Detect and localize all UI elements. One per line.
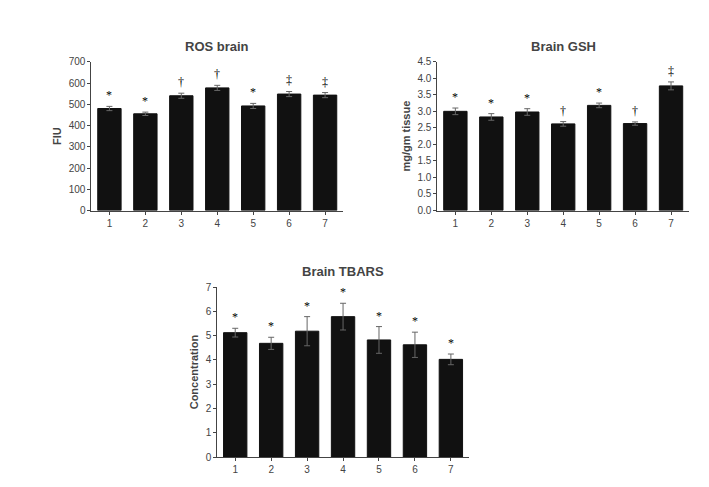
svg-text:200: 200	[69, 163, 86, 174]
svg-text:*: *	[106, 88, 112, 102]
svg-text:500: 500	[69, 99, 86, 110]
svg-text:*: *	[452, 90, 458, 104]
svg-text:*: *	[268, 319, 274, 333]
svg-text:2.5: 2.5	[417, 122, 431, 133]
svg-text:4.5: 4.5	[417, 56, 431, 67]
svg-text:*: *	[412, 314, 418, 328]
svg-text:6: 6	[286, 218, 292, 229]
svg-text:Brain GSH: Brain GSH	[531, 39, 596, 54]
svg-text:700: 700	[69, 56, 86, 67]
svg-text:5: 5	[250, 218, 256, 229]
svg-text:3.0: 3.0	[417, 106, 431, 117]
svg-text:†: †	[214, 67, 220, 81]
svg-text:6: 6	[206, 306, 212, 317]
svg-text:2: 2	[143, 218, 149, 229]
svg-text:0.5: 0.5	[417, 188, 431, 199]
svg-text:2: 2	[206, 403, 212, 414]
svg-text:1.5: 1.5	[417, 155, 431, 166]
svg-text:Concentration: Concentration	[188, 334, 200, 409]
svg-text:†: †	[632, 104, 638, 118]
svg-text:4: 4	[214, 218, 220, 229]
svg-text:400: 400	[69, 120, 86, 131]
svg-text:7: 7	[206, 282, 212, 293]
svg-text:ROS brain: ROS brain	[185, 39, 249, 54]
svg-text:†: †	[560, 104, 566, 118]
svg-text:4: 4	[340, 464, 346, 475]
svg-text:1: 1	[232, 464, 238, 475]
svg-text:Brain TBARS: Brain TBARS	[302, 264, 384, 279]
svg-text:4: 4	[206, 354, 212, 365]
svg-text:1: 1	[206, 427, 212, 438]
svg-text:3: 3	[304, 464, 310, 475]
svg-text:2: 2	[268, 464, 274, 475]
svg-text:2: 2	[489, 218, 495, 229]
svg-text:‡: ‡	[286, 73, 292, 87]
svg-text:1: 1	[453, 218, 459, 229]
svg-text:*: *	[488, 96, 494, 110]
svg-text:600: 600	[69, 78, 86, 89]
svg-text:‡: ‡	[322, 75, 328, 89]
svg-text:5: 5	[596, 218, 602, 229]
svg-text:*: *	[340, 285, 346, 299]
svg-text:0: 0	[206, 452, 212, 463]
svg-text:0.0: 0.0	[417, 205, 431, 216]
svg-text:7: 7	[448, 464, 454, 475]
svg-text:1.0: 1.0	[417, 172, 431, 183]
svg-text:4: 4	[560, 218, 566, 229]
svg-text:*: *	[232, 310, 238, 324]
svg-text:*: *	[596, 85, 602, 99]
svg-text:3: 3	[179, 218, 185, 229]
svg-text:300: 300	[69, 141, 86, 152]
svg-text:*: *	[376, 309, 382, 323]
svg-text:7: 7	[322, 218, 328, 229]
svg-text:*: *	[524, 91, 530, 105]
svg-text:2.0: 2.0	[417, 139, 431, 150]
svg-text:6: 6	[412, 464, 418, 475]
svg-text:†: †	[178, 75, 184, 89]
svg-text:6: 6	[632, 218, 638, 229]
svg-text:*: *	[250, 85, 256, 99]
svg-text:5: 5	[376, 464, 382, 475]
svg-text:4.0: 4.0	[417, 73, 431, 84]
svg-text:*: *	[448, 336, 454, 350]
svg-text:0: 0	[80, 205, 86, 216]
svg-text:‡: ‡	[668, 64, 674, 78]
svg-text:3.5: 3.5	[417, 89, 431, 100]
svg-text:*: *	[304, 299, 310, 313]
svg-text:3: 3	[524, 218, 530, 229]
svg-text:7: 7	[668, 218, 674, 229]
svg-text:3: 3	[206, 379, 212, 390]
svg-text:mg/gm tissue: mg/gm tissue	[400, 101, 412, 172]
svg-text:100: 100	[69, 184, 86, 195]
svg-text:1: 1	[107, 218, 113, 229]
svg-text:*: *	[142, 94, 148, 108]
svg-text:FIU: FIU	[51, 127, 63, 145]
svg-text:5: 5	[206, 330, 212, 341]
